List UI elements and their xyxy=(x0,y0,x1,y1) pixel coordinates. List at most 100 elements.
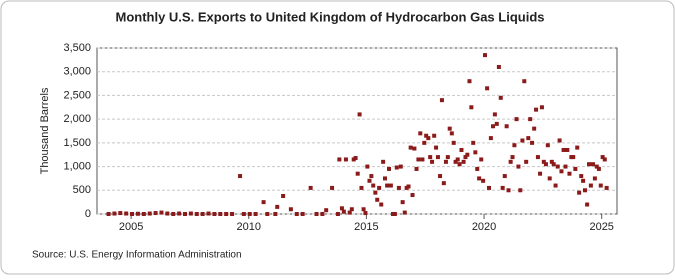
x-tick-label: 2005 xyxy=(119,221,143,233)
point xyxy=(522,79,527,84)
point xyxy=(373,190,378,195)
point xyxy=(353,156,358,161)
point xyxy=(534,107,539,112)
point xyxy=(335,212,340,216)
point xyxy=(571,155,576,160)
point xyxy=(506,188,511,193)
point xyxy=(532,126,537,131)
point xyxy=(387,166,391,171)
point xyxy=(371,183,376,188)
point xyxy=(106,212,111,216)
point xyxy=(559,169,564,174)
point xyxy=(147,211,152,216)
point xyxy=(124,211,129,216)
point xyxy=(502,174,507,179)
point xyxy=(477,176,482,181)
point xyxy=(459,147,464,152)
point xyxy=(469,105,474,110)
point xyxy=(406,184,411,189)
point xyxy=(183,212,187,216)
point xyxy=(455,157,460,162)
point xyxy=(516,164,521,169)
point xyxy=(565,147,570,152)
point xyxy=(261,200,266,205)
point xyxy=(218,212,223,216)
point xyxy=(377,185,382,190)
point xyxy=(585,202,590,207)
point xyxy=(367,178,372,183)
point xyxy=(483,53,487,58)
point xyxy=(567,171,572,176)
point xyxy=(579,174,584,179)
point xyxy=(379,202,384,207)
x-tick-label: 2025 xyxy=(589,221,613,233)
y-tick-label: 0 xyxy=(85,208,91,220)
point xyxy=(479,157,484,162)
point xyxy=(428,155,433,160)
point xyxy=(538,171,543,176)
point xyxy=(385,183,390,188)
point xyxy=(206,211,211,216)
y-tick-label: 3,500 xyxy=(63,42,91,54)
point xyxy=(438,174,443,179)
point xyxy=(496,64,501,69)
point xyxy=(528,117,533,122)
point xyxy=(398,164,403,169)
point xyxy=(575,145,580,150)
point xyxy=(275,204,280,209)
point xyxy=(520,138,525,143)
point xyxy=(422,140,427,145)
point xyxy=(547,176,552,181)
point xyxy=(194,212,199,216)
point xyxy=(383,176,387,181)
point xyxy=(514,117,519,122)
point xyxy=(441,181,446,186)
point xyxy=(410,193,415,198)
point xyxy=(347,210,352,215)
point xyxy=(432,133,437,138)
point xyxy=(141,212,146,216)
point xyxy=(359,185,364,190)
x-tick-label: 2010 xyxy=(237,221,261,233)
point xyxy=(551,162,556,167)
point xyxy=(475,166,480,171)
point xyxy=(434,145,439,150)
point xyxy=(491,124,495,129)
point xyxy=(408,145,413,150)
y-tick-label: 2,000 xyxy=(63,113,91,125)
point xyxy=(539,105,544,110)
y-axis-label: Thousand Barrels xyxy=(39,87,51,174)
point xyxy=(530,140,535,145)
point xyxy=(330,185,335,190)
point xyxy=(224,212,229,216)
point xyxy=(416,157,421,162)
point xyxy=(418,131,423,136)
point xyxy=(461,159,466,164)
point xyxy=(314,212,319,216)
y-tick-label: 1,500 xyxy=(63,137,91,149)
point xyxy=(492,112,497,117)
point xyxy=(596,166,601,171)
point xyxy=(247,212,252,216)
point xyxy=(171,212,176,216)
point xyxy=(591,162,595,167)
point xyxy=(343,157,348,162)
point xyxy=(443,159,448,164)
point xyxy=(498,95,503,100)
point xyxy=(457,162,462,167)
point xyxy=(518,188,523,193)
point xyxy=(471,140,476,145)
point xyxy=(508,159,513,164)
point xyxy=(369,174,374,179)
point xyxy=(400,200,405,205)
point xyxy=(308,185,313,190)
source: Source: U.S. Energy Information Administ… xyxy=(32,250,242,261)
point xyxy=(273,212,278,216)
point xyxy=(177,211,182,216)
point xyxy=(598,183,603,188)
x-tick-label: 2020 xyxy=(472,221,496,233)
point xyxy=(604,185,609,190)
point xyxy=(488,136,493,141)
point xyxy=(453,159,458,164)
